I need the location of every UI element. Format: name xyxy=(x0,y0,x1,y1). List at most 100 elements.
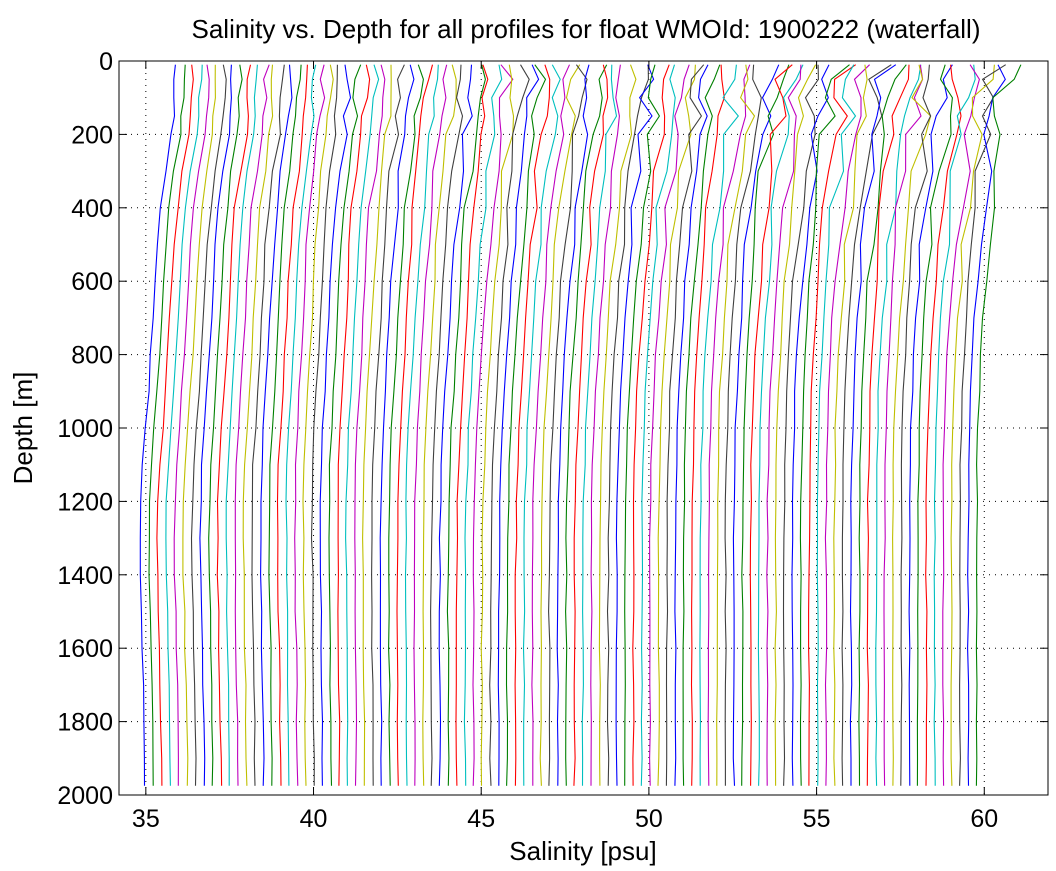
profile-line xyxy=(841,64,892,786)
profile-line xyxy=(208,64,243,786)
profile-line xyxy=(682,64,721,786)
y-tick-label: 1600 xyxy=(57,635,113,663)
profile-line xyxy=(959,64,1006,786)
y-tick-label: 200 xyxy=(71,121,113,149)
profile-line xyxy=(640,64,676,786)
profile-line xyxy=(674,64,709,786)
profile-lines xyxy=(139,64,1022,786)
profile-line xyxy=(438,64,473,786)
x-tick-label: 50 xyxy=(635,805,663,833)
x-tick-label: 35 xyxy=(132,805,160,833)
profile-line xyxy=(548,64,588,786)
profile-line xyxy=(199,64,232,786)
profile-line xyxy=(328,64,362,786)
profile-line xyxy=(900,64,932,786)
profile-line xyxy=(975,64,1022,786)
profile-line xyxy=(388,64,424,786)
x-tick-label: 60 xyxy=(970,805,998,833)
chart-title: Salinity vs. Depth for all profiles for … xyxy=(192,14,981,44)
y-tick-label: 1400 xyxy=(57,562,113,590)
x-tick-label: 40 xyxy=(300,805,328,833)
y-tick-label: 0 xyxy=(99,48,113,76)
profile-line xyxy=(260,64,293,786)
profile-line xyxy=(916,64,953,786)
profile-line xyxy=(371,64,405,786)
profile-line xyxy=(242,64,274,786)
profile-line xyxy=(556,64,590,786)
y-tick-label: 1200 xyxy=(57,488,113,516)
profile-line xyxy=(950,64,995,786)
profile-line xyxy=(849,64,897,786)
profile-line xyxy=(766,64,802,786)
profile-line xyxy=(251,64,285,786)
profile-line xyxy=(606,64,649,786)
profile-line xyxy=(522,64,561,786)
profile-line xyxy=(716,64,756,786)
profile-line xyxy=(337,64,371,786)
profile-line xyxy=(774,64,817,786)
x-tick-label: 55 xyxy=(803,805,831,833)
profile-line xyxy=(749,64,793,786)
profile-line xyxy=(345,64,380,786)
profile-line xyxy=(497,64,540,786)
profile-line xyxy=(173,64,210,786)
x-tick-label: 45 xyxy=(467,805,495,833)
profile-line xyxy=(624,64,661,786)
y-tick-label: 800 xyxy=(71,342,113,370)
profile-line xyxy=(302,64,334,786)
profile-line xyxy=(455,64,489,786)
y-tick-label: 1000 xyxy=(57,415,113,443)
profile-line xyxy=(598,64,637,786)
profile-line xyxy=(182,64,216,786)
profile-line xyxy=(396,64,434,786)
profile-line xyxy=(216,64,252,786)
profile-line xyxy=(354,64,386,786)
profile-line xyxy=(883,64,924,786)
profile-line xyxy=(165,64,203,786)
profile-line xyxy=(665,64,705,786)
y-tick-label: 400 xyxy=(71,195,113,223)
profile-line xyxy=(741,64,790,786)
profile-line xyxy=(816,64,857,786)
profile-line xyxy=(732,64,780,786)
x-tick-labels: 35 40 45 50 55 60 xyxy=(132,805,998,833)
x-axis-label: Salinity [psu] xyxy=(509,836,656,866)
profile-line xyxy=(866,64,910,786)
profile-line xyxy=(319,64,352,786)
profile-line xyxy=(190,64,227,786)
profile-line xyxy=(657,64,696,786)
profile-line xyxy=(148,64,186,786)
profile-line xyxy=(808,64,857,786)
profile-line xyxy=(699,64,740,786)
profile-line xyxy=(824,64,870,786)
profile-line xyxy=(268,64,302,786)
profile-line xyxy=(362,64,392,786)
profile-line xyxy=(413,64,448,786)
profile-line xyxy=(933,64,976,786)
profile-line xyxy=(707,64,751,786)
profile-line xyxy=(590,64,621,786)
profile-line xyxy=(875,64,922,786)
profile-line xyxy=(724,64,762,786)
profile-line xyxy=(615,64,655,786)
profile-line xyxy=(573,64,609,786)
y-tick-label: 1800 xyxy=(57,709,113,737)
profile-line xyxy=(139,64,176,786)
profile-line xyxy=(925,64,962,786)
profile-line xyxy=(799,64,850,786)
profile-line xyxy=(310,64,338,786)
profile-line xyxy=(757,64,804,786)
profile-line xyxy=(581,64,618,786)
profile-line xyxy=(404,64,439,786)
profile-line xyxy=(858,64,907,786)
profile-line xyxy=(833,64,868,786)
profile-line xyxy=(791,64,830,786)
profile-line xyxy=(514,64,551,786)
profile-line xyxy=(531,64,571,786)
profile-line xyxy=(225,64,258,786)
profile-line xyxy=(379,64,415,786)
profile-line xyxy=(632,64,670,786)
profile-line xyxy=(942,64,980,786)
profile-line xyxy=(505,64,547,786)
